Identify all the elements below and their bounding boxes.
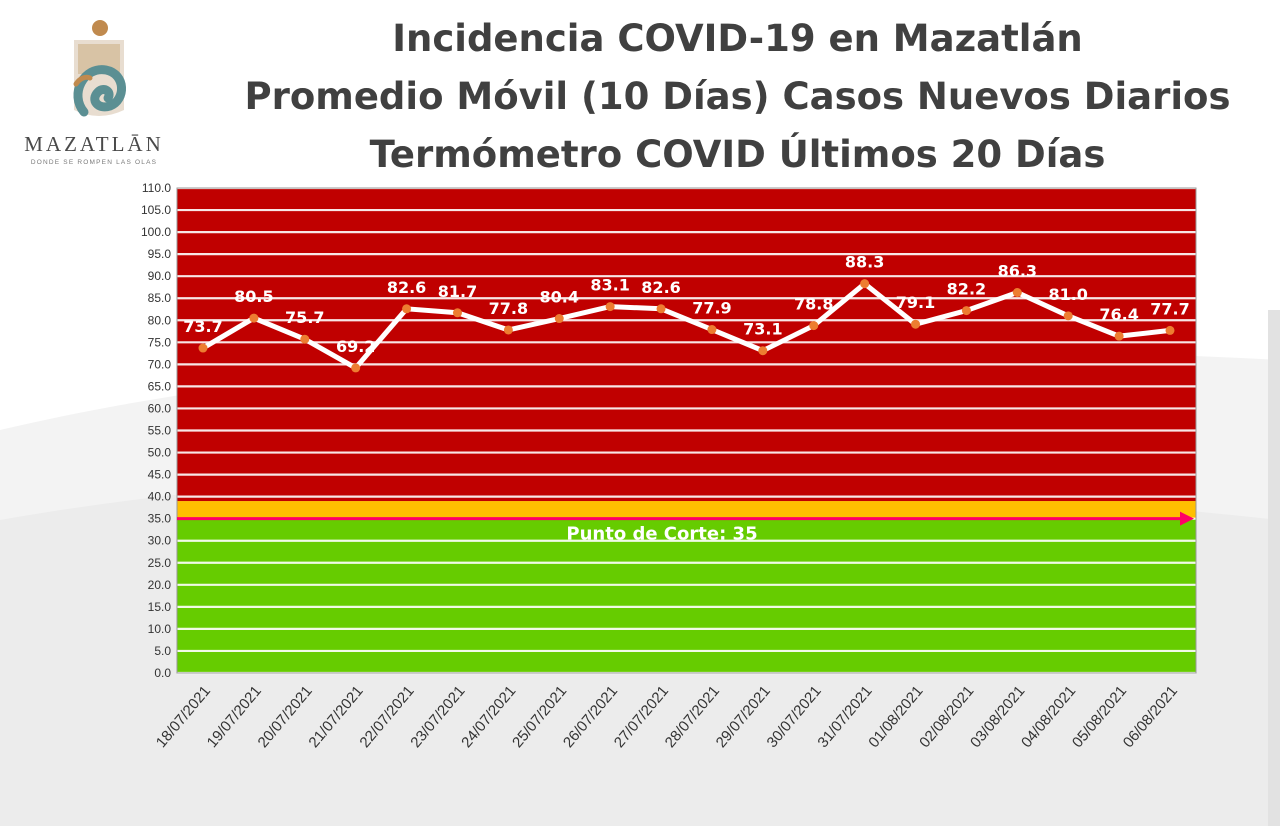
data-label: 77.9 xyxy=(692,299,731,318)
data-label: 75.7 xyxy=(285,308,324,327)
y-tick-label: 85.0 xyxy=(148,291,172,305)
data-point xyxy=(656,304,666,314)
data-point xyxy=(1114,331,1124,341)
y-tick-label: 105.0 xyxy=(141,203,171,217)
data-label: 83.1 xyxy=(590,276,629,295)
data-label: 77.8 xyxy=(489,299,528,318)
logo-wordmark: MAZATLĀN xyxy=(24,132,164,156)
data-point xyxy=(351,363,361,373)
data-point xyxy=(300,334,310,344)
data-point xyxy=(911,319,921,329)
safe-zone-band xyxy=(177,518,1196,673)
mazatlan-emblem-icon xyxy=(73,20,126,117)
danger-zone-band xyxy=(177,188,1196,502)
y-tick-label: 110.0 xyxy=(142,181,171,195)
zone-bands xyxy=(177,188,1196,673)
data-label: 88.3 xyxy=(845,253,884,272)
y-axis-ticks: 0.0 5.0 10.0 15.0 20.0 25.0 30.0 35.0 40.0 45.0 50… xyxy=(141,181,171,680)
y-tick-label: 30.0 xyxy=(148,534,172,548)
data-point xyxy=(554,314,564,324)
y-tick-label: 95.0 xyxy=(148,247,172,261)
cutoff-arrow-icon xyxy=(1180,511,1194,526)
data-label: 81.0 xyxy=(1048,285,1087,304)
data-point xyxy=(1165,325,1175,335)
plot-border xyxy=(176,187,1197,674)
data-label: 79.1 xyxy=(896,293,935,312)
y-tick-label: 100.0 xyxy=(141,225,171,239)
y-tick-label: 40.0 xyxy=(148,490,172,504)
y-tick-label: 80.0 xyxy=(148,313,172,327)
data-label: 76.4 xyxy=(1099,305,1138,324)
y-tick-label: 90.0 xyxy=(148,269,172,283)
data-point xyxy=(1063,311,1073,321)
cutoff-line-group: Punto de Corte: 35 xyxy=(177,511,1194,545)
y-tick-label: 25.0 xyxy=(148,556,172,570)
warning-band xyxy=(177,501,1196,519)
title-block: Incidencia COVID-19 en Mazatlán Promedio… xyxy=(200,10,1275,184)
data-label: 82.6 xyxy=(641,278,680,297)
y-tick-label: 20.0 xyxy=(148,578,172,592)
chart-title: Incidencia COVID-19 en Mazatlán xyxy=(392,17,1083,60)
chart-subtitle: Promedio Móvil (10 Días) Casos Nuevos Di… xyxy=(244,75,1231,118)
data-label: 78.8 xyxy=(794,295,833,314)
y-tick-label: 60.0 xyxy=(148,401,172,415)
data-point xyxy=(961,306,971,316)
y-tick-label: 35.0 xyxy=(148,512,172,526)
data-label: 80.4 xyxy=(540,288,579,307)
y-tick-label: 5.0 xyxy=(154,644,171,658)
data-point xyxy=(198,343,208,353)
chart-subtitle-2: Termómetro COVID Últimos 20 Días xyxy=(369,133,1106,176)
data-point xyxy=(605,302,615,312)
data-label: 69.2 xyxy=(336,337,375,356)
x-axis-ticks: 18/07/202119/07/202120/07/202121/07/2021… xyxy=(153,683,1181,751)
y-tick-label: 65.0 xyxy=(148,379,172,393)
data-label: 81.7 xyxy=(438,282,477,301)
data-label: 73.1 xyxy=(743,320,782,339)
data-label: 80.5 xyxy=(234,287,273,306)
data-label: 86.3 xyxy=(998,261,1037,280)
data-point xyxy=(402,304,412,314)
y-tick-label: 50.0 xyxy=(148,446,172,460)
y-tick-label: 55.0 xyxy=(148,424,172,438)
logo-tagline: DONDE SE ROMPEN LAS OLAS xyxy=(30,159,158,166)
y-tick-label: 15.0 xyxy=(148,600,172,614)
data-point xyxy=(860,279,870,289)
y-tick-label: 70.0 xyxy=(148,357,172,371)
mazatlan-logo: MAZATLĀN DONDE SE ROMPEN LAS OLAS xyxy=(14,14,174,174)
data-point xyxy=(249,313,259,323)
data-point xyxy=(809,321,819,331)
data-label: 77.7 xyxy=(1150,299,1189,318)
data-point xyxy=(503,325,513,335)
series-line xyxy=(200,281,1173,371)
y-tick-label: 10.0 xyxy=(148,622,172,636)
y-tick-label: 45.0 xyxy=(148,468,172,482)
data-point xyxy=(707,325,717,335)
data-point xyxy=(758,346,768,356)
series-line-group xyxy=(198,279,1175,373)
data-label: 73.7 xyxy=(183,317,222,336)
cutoff-label: Punto de Corte: 35 xyxy=(566,524,757,545)
y-tick-label: 75.0 xyxy=(148,335,172,349)
y-tick-label: 0.0 xyxy=(154,666,171,680)
data-point xyxy=(1012,287,1022,297)
data-label: 82.6 xyxy=(387,278,426,297)
data-point xyxy=(452,308,462,318)
data-label: 82.2 xyxy=(947,280,986,299)
data-labels: 73.7 80.5 75.7 69.2 82.6 81.7 77.8 80.4 83.1 82.6… xyxy=(183,253,1189,356)
